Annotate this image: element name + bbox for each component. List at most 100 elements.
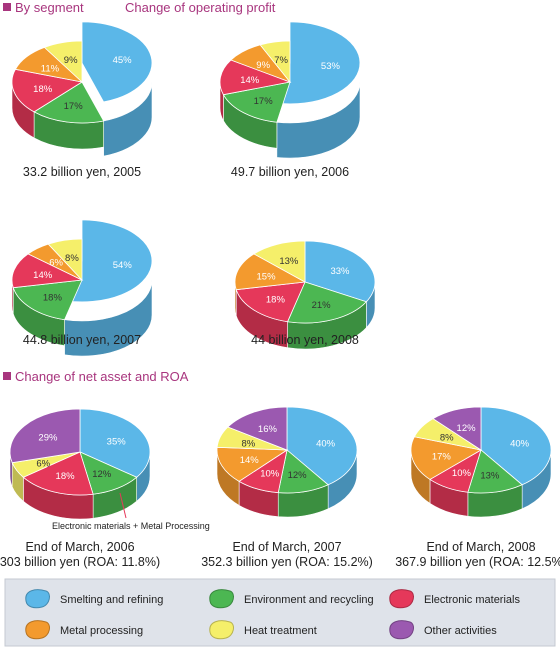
pie-slice-label-metal: 14% xyxy=(240,455,260,466)
legend-item-heat: Heat treatment xyxy=(209,620,317,640)
pie-slice-label-electronic: 10% xyxy=(260,469,280,480)
pie-slice-label-heat: 8% xyxy=(65,253,79,264)
legend-item-smelting: Smelting and refining xyxy=(25,589,163,609)
pie-slice-label-other: 12% xyxy=(457,423,477,434)
pie-slice-label-metal: 17% xyxy=(432,451,452,462)
pie-slice-heat xyxy=(253,240,306,283)
pie-slice-metal xyxy=(216,446,289,482)
pie-slice-label-smelting: 40% xyxy=(510,438,530,449)
legend-swatch-other xyxy=(389,620,414,640)
pie-slice-label-environment: 17% xyxy=(64,101,84,112)
pie-caption: 367.9 billion yen (ROA: 12.5%) xyxy=(395,555,560,569)
pie-slice-label-smelting: 53% xyxy=(321,61,341,72)
pie-slice-label-other: 29% xyxy=(38,433,58,444)
pie-caption: 303 billion yen (ROA: 11.8%) xyxy=(0,555,160,569)
legend-swatch-smelting xyxy=(25,589,50,609)
pie-slice-environment xyxy=(222,81,291,123)
pie-slice-label-electronic: 18% xyxy=(266,294,286,305)
pie-caption: 49.7 billion yen, 2006 xyxy=(231,165,349,179)
pie-slice-label-environment: 18% xyxy=(43,292,63,303)
note-electronic-metal: Electronic materials + Metal Processing xyxy=(52,521,210,531)
legend-label-smelting: Smelting and refining xyxy=(60,594,163,606)
pie-chart: 33% 21% 18% 15%13% 44 billion yen, 2008 xyxy=(234,240,376,350)
pie-chart: 53% 17% 14% 9% 7% 49.7 billion yen, 2006 xyxy=(219,21,361,179)
pie-caption: End of March, 2007 xyxy=(232,540,341,554)
pie-slice-smelting xyxy=(81,21,153,103)
legend-item-environment: Environment and recycling xyxy=(209,589,374,609)
pie-caption: 33.2 billion yen, 2005 xyxy=(23,165,141,179)
note-pointer-line xyxy=(119,492,127,519)
pie-slice-other xyxy=(9,408,81,464)
pie-slice-side-smelting xyxy=(64,279,153,357)
section1-title: By segment xyxy=(15,0,84,15)
legend-label-metal: Metal processing xyxy=(60,625,143,637)
pie-slice-label-smelting: 35% xyxy=(107,437,127,448)
pie-slice-label-environment: 12% xyxy=(288,470,308,481)
pie-slice-label-heat: 8% xyxy=(242,438,256,449)
pie-slice-label-environment: 21% xyxy=(312,300,332,311)
section2-title: Change of net asset and ROA xyxy=(15,369,189,384)
pie-slice-label-other: 16% xyxy=(258,424,278,435)
pie-slice-smelting xyxy=(79,408,151,478)
pie-slice-smelting xyxy=(276,21,361,105)
pie-slice-other xyxy=(432,406,482,451)
legend-item-metal: Metal processing xyxy=(25,620,143,640)
pie-slice-electronic xyxy=(11,253,84,289)
pie-slice-label-electronic: 14% xyxy=(240,75,260,86)
pie-slice-side-smelting xyxy=(276,81,361,159)
pie-chart: 40% 13% 10%17% 8%12% End of March, 2008367.9… xyxy=(395,406,560,569)
pie-slice-label-smelting: 45% xyxy=(113,55,133,66)
legend-item-other: Other activities xyxy=(389,620,497,640)
legend-swatch-electronic xyxy=(389,589,414,609)
pie-slice-label-smelting: 40% xyxy=(316,438,336,449)
pie-slice-smelting xyxy=(64,219,153,303)
pie-caption: End of March, 2008 xyxy=(426,540,535,554)
pie-slice-label-environment: 17% xyxy=(254,96,274,107)
pie-slice-label-smelting: 54% xyxy=(113,260,133,271)
pie-caption: 352.3 billion yen (ROA: 15.2%) xyxy=(201,555,373,569)
pie-slice-electronic xyxy=(235,281,306,323)
pie-slice-label-heat: 13% xyxy=(279,256,299,267)
pie-slice-label-electronic: 18% xyxy=(33,84,53,95)
section1-subtitle: Change of operating profit xyxy=(125,0,276,15)
pie-chart: 54% 18% 14%6% 8% 44.8 billion yen, 2007 xyxy=(11,219,153,357)
pie-slice-label-metal: 9% xyxy=(256,60,270,71)
legend-swatch-environment xyxy=(209,589,234,609)
pie-slice-smelting xyxy=(286,406,358,486)
legend: Smelting and refining Environment and rec… xyxy=(25,589,520,640)
legend-item-electronic: Electronic materials xyxy=(389,589,520,609)
pie-slice-electronic xyxy=(219,59,292,96)
pie-chart: 40% 12% 10%14% 8%16% End of March, 2007352.3… xyxy=(201,406,373,569)
legend-swatch-metal xyxy=(25,620,50,640)
pie-slice-label-heat: 9% xyxy=(64,55,78,66)
legend-swatch-heat xyxy=(209,620,234,640)
pie-slice-electronic xyxy=(22,451,94,496)
pie-slice-label-smelting: 33% xyxy=(330,266,350,277)
pie-slice-environment xyxy=(12,279,83,321)
legend-label-heat: Heat treatment xyxy=(244,625,317,637)
pie-slice-label-electronic: 14% xyxy=(33,270,53,281)
pie-slice-electronic xyxy=(11,68,84,113)
pie-slice-metal xyxy=(234,253,307,291)
pie-slice-label-metal: 11% xyxy=(41,63,60,74)
pie-slice-label-environment: 13% xyxy=(480,470,500,481)
pie-slice-label-metal: 6% xyxy=(49,258,63,269)
legend-label-electronic: Electronic materials xyxy=(424,594,520,606)
pie-caption: 44.8 billion yen, 2007 xyxy=(23,333,141,347)
pie-slice-heat xyxy=(259,40,291,84)
pie-slice-label-heat: 8% xyxy=(440,433,454,444)
pie-caption: End of March, 2006 xyxy=(25,540,134,554)
legend-label-environment: Environment and recycling xyxy=(244,594,374,606)
pie-slice-side-smelting xyxy=(103,81,153,157)
pie-slice-other xyxy=(227,406,288,451)
pie-slice-label-heat: 7% xyxy=(274,55,288,66)
pie-slice-smelting xyxy=(304,240,376,303)
pie-slice-environment xyxy=(467,449,523,494)
pie-slice-heat xyxy=(47,238,83,282)
pie-chart: 45% 17% 18% 11% 9% 33.2 billion yen, 2005 xyxy=(11,21,153,179)
pie-slice-heat xyxy=(43,40,83,83)
pie-slice-environment xyxy=(33,81,105,124)
section-marker-square xyxy=(3,3,11,11)
